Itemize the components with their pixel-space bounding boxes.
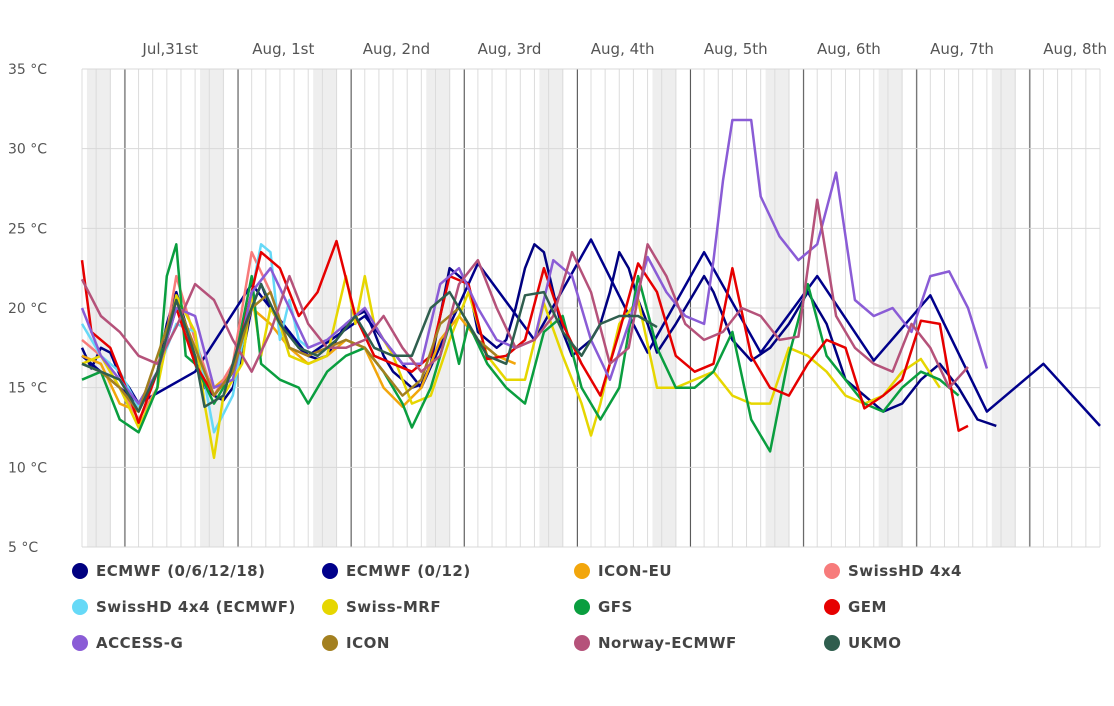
legend-swatch-icon (72, 599, 88, 615)
series-line[interactable] (81, 243, 960, 453)
series-line[interactable] (81, 290, 498, 413)
legend-item[interactable]: Norway-ECMWF (574, 634, 737, 652)
x-day-label: Aug, 5th (704, 40, 768, 58)
legend-swatch-icon (574, 635, 590, 651)
legend-swatch-icon (824, 599, 840, 615)
legend-label: GEM (848, 598, 887, 616)
legend-item[interactable]: ECMWF (0/6/12/18) (72, 562, 265, 580)
y-tick-label: 15 °C (8, 381, 47, 397)
legend-item[interactable]: UKMO (824, 634, 901, 652)
y-tick-label: 35 °C (8, 62, 47, 78)
legend-label: ACCESS-G (96, 634, 184, 652)
legend-item[interactable]: ICON-EU (574, 562, 672, 580)
x-day-label: Jul,31st (141, 40, 198, 58)
legend-swatch-icon (824, 563, 840, 579)
series-line[interactable] (81, 274, 941, 460)
legend-label: ICON-EU (598, 562, 673, 580)
legend-label: ICON (346, 634, 390, 652)
legend-item[interactable]: ACCESS-G (72, 634, 183, 652)
y-tick-label: 20 °C (8, 301, 47, 317)
legend-label: SwissHD 4x4 (848, 562, 962, 580)
legend-label: GFS (598, 598, 633, 616)
y-tick-label: 5 °C (8, 540, 38, 556)
series-line[interactable] (80, 243, 310, 434)
y-tick-label: 10 °C (8, 460, 47, 476)
x-day-label: Aug, 6th (817, 40, 881, 58)
legend-item[interactable]: ECMWF (0/12) (322, 562, 471, 580)
legend-label: ECMWF (0/12) (346, 562, 471, 580)
legend-item[interactable]: SwissHD 4x4 (824, 562, 962, 580)
x-day-label: Aug, 1st (252, 40, 314, 58)
legend-label: Swiss-MRF (346, 598, 442, 616)
legend-label: SwissHD 4x4 (ECMWF) (96, 598, 296, 616)
x-day-label: Aug, 8th (1043, 40, 1107, 58)
legend-swatch-icon (322, 599, 338, 615)
legend-item[interactable]: GFS (574, 598, 633, 616)
legend-swatch-icon (72, 635, 88, 651)
chart-plot-area: 5 °C 10 °C 15 °C 20 °C 25 °C 30 °C 35 °C Jul,3… (8, 40, 1107, 556)
x-day-label: Aug, 4th (591, 40, 655, 58)
legend-label: ECMWF (0/6/12/18) (96, 562, 266, 580)
legend-swatch-icon (574, 563, 590, 579)
legend-swatch-icon (322, 635, 338, 651)
legend-item[interactable]: Swiss-MRF (322, 598, 441, 616)
legend-item[interactable]: GEM (824, 598, 887, 616)
legend-swatch-icon (72, 563, 88, 579)
y-tick-label: 30 °C (8, 142, 47, 158)
y-tick-label: 25 °C (8, 221, 47, 237)
x-day-label: Aug, 7th (930, 40, 994, 58)
legend-swatch-icon (574, 599, 590, 615)
legend-label: Norway-ECMWF (598, 634, 737, 652)
series-line[interactable] (80, 198, 969, 389)
legend-label: UKMO (848, 634, 902, 652)
x-day-label: Aug, 2nd (363, 40, 430, 58)
legend-swatch-icon (322, 563, 338, 579)
series-line[interactable] (81, 282, 658, 413)
x-day-label: Aug, 3rd (478, 40, 542, 58)
legend-item[interactable]: ICON (322, 634, 390, 652)
legend-swatch-icon (824, 635, 840, 651)
legend-item[interactable]: SwissHD 4x4 (ECMWF) (72, 598, 296, 616)
